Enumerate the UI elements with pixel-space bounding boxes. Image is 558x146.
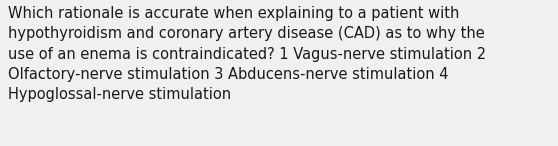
Text: Which rationale is accurate when explaining to a patient with
hypothyroidism and: Which rationale is accurate when explain… [8, 6, 487, 102]
